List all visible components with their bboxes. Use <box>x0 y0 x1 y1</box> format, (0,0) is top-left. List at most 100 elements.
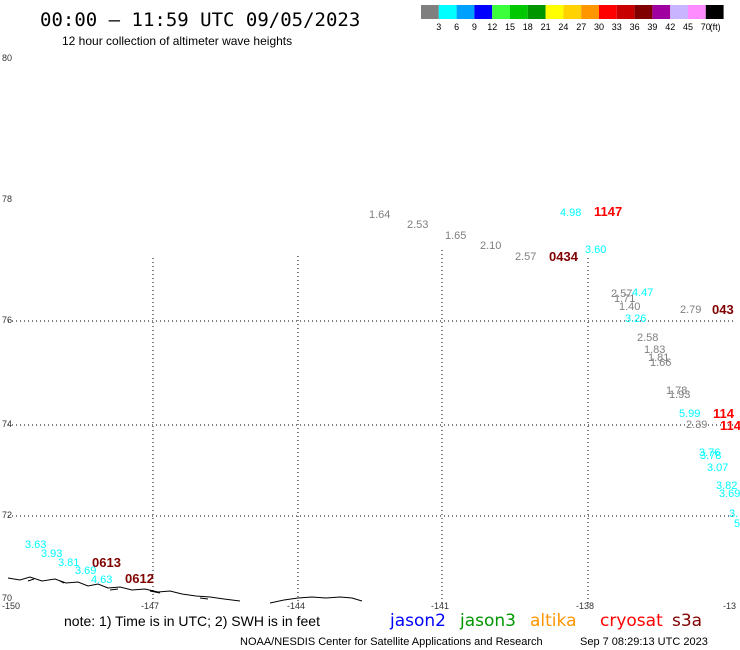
legend-swatch <box>563 5 582 19</box>
legend-tick-label: 70 <box>701 22 711 32</box>
obs-value: 1.66 <box>650 357 671 369</box>
legend-swatch <box>705 5 724 19</box>
units-note: note: 1) Time is in UTC; 2) SWH is in fe… <box>64 613 320 629</box>
color-scale-legend: 3 6 9 12 15 18 21 24 27 30 33 36 39 42 45 70(ft) <box>421 5 724 32</box>
obs-value: 2.79 <box>680 304 701 316</box>
obs-value: 1.71 <box>614 293 635 305</box>
obs-value: 1.64 <box>369 209 390 221</box>
footer-timestamp: Sep 7 08:29:13 UTC 2023 <box>580 636 708 648</box>
legend-swatch <box>527 5 546 19</box>
obs-value: 3.78 <box>700 450 721 462</box>
obs-value: 3.07 <box>707 462 728 474</box>
obs-value: 2.57 <box>611 288 632 300</box>
obs-value: 4.98 <box>560 207 581 219</box>
lat-label-76: 76 <box>2 315 12 325</box>
obs-value: 3.60 <box>585 244 606 256</box>
legend-swatch <box>652 5 671 19</box>
lat-label-80: 80 <box>2 53 12 63</box>
obs-value: 1.81 <box>648 352 669 364</box>
legend-swatch <box>581 5 599 19</box>
legend-tick-label: 9 <box>472 22 477 32</box>
pass-time-labels: 1147 0434 043 114 114 0613 0612 <box>92 204 740 586</box>
legend-swatch <box>616 5 635 19</box>
obs-value: 3.69 <box>719 488 740 500</box>
legend-tick-label: 3 <box>436 22 441 32</box>
legend-swatch <box>510 5 528 19</box>
coastline-islands <box>27 578 209 600</box>
satellite-altika: altika <box>530 611 577 631</box>
footer-agency: NOAA/NESDIS Center for Satellite Applica… <box>240 636 543 648</box>
lat-label-78: 78 <box>2 194 12 204</box>
legend-swatch <box>456 5 475 19</box>
obs-value: 3.63 <box>25 539 46 551</box>
legend-swatch <box>688 5 706 19</box>
legend-tick-label: 30 <box>594 22 604 32</box>
pass-time-label: 114 <box>720 418 740 433</box>
lat-label-72: 72 <box>2 510 12 520</box>
legend-tick-label: 39 <box>647 22 657 32</box>
legend-swatch <box>492 5 510 19</box>
legend-tick-label: 42 <box>665 22 675 32</box>
lat-label-70: 70 <box>2 593 12 603</box>
lon-label-135: -13 <box>723 601 736 611</box>
coastline-west <box>7 576 241 602</box>
obs-value: 1.93 <box>669 389 690 401</box>
map-frame <box>7 57 736 605</box>
obs-value: 2.53 <box>407 219 428 231</box>
obs-value: 5 <box>734 518 740 530</box>
obs-value: 4.63 <box>91 574 112 586</box>
obs-value: 2.57 <box>515 251 536 263</box>
satellite-cryosat: cryosat <box>600 611 663 631</box>
obs-value: 2.58 <box>637 332 658 344</box>
pass-time-label: 0612 <box>125 571 154 586</box>
map-subtitle: 12 hour collection of altimeter wave hei… <box>62 34 292 48</box>
obs-value: 1.65 <box>445 230 466 242</box>
obs-value: 3.76 <box>699 447 720 459</box>
legend-tick-label: 27 <box>576 22 586 32</box>
legend-swatch <box>474 5 493 19</box>
obs-value: 2.10 <box>480 240 501 252</box>
lon-label-150: -150 <box>2 601 20 611</box>
legend-tick-label: 24 <box>558 22 568 32</box>
legend-swatch <box>545 5 564 19</box>
obs-value: 3. <box>729 508 738 520</box>
pass-time-label: 0434 <box>549 249 579 264</box>
obs-value: 2.39 <box>686 419 707 431</box>
legend-swatch <box>634 5 653 19</box>
obs-value: 1.78 <box>666 385 687 397</box>
obs-value: 5.99 <box>679 408 700 420</box>
obs-value: 1.40 <box>619 301 640 313</box>
pass-time-label: 1147 <box>594 204 622 219</box>
legend-tick-label: 36 <box>630 22 640 32</box>
legend-tick-label: 33 <box>612 22 622 32</box>
obs-value: 4.47 <box>632 287 653 299</box>
lat-label-74: 74 <box>2 419 12 429</box>
legend-tick-label: 18 <box>523 22 533 32</box>
obs-value: 3.26 <box>625 313 646 325</box>
pass-time-label: 114 <box>713 406 735 421</box>
legend-tick-label: 45 <box>683 22 693 32</box>
legend-tick-label: 6 <box>454 22 459 32</box>
coastline-east <box>269 596 363 604</box>
legend-tick-label: 15 <box>505 22 515 32</box>
lon-label-147: -147 <box>141 601 159 611</box>
obs-value: 3.82 <box>716 480 737 492</box>
satellite-jason2: jason2 <box>389 611 446 631</box>
legend-swatch <box>421 5 439 19</box>
legend-tick-label: 21 <box>541 22 551 32</box>
legend-swatch <box>599 5 617 19</box>
legend-tick-label: 12 <box>487 22 497 32</box>
pass-time-label: 043 <box>712 302 734 317</box>
pass-time-label: 0613 <box>92 555 121 570</box>
legend-swatch <box>670 5 688 19</box>
graticule <box>8 250 735 604</box>
obs-value: 3.81 <box>58 557 79 569</box>
lon-label-138: -138 <box>576 601 594 611</box>
obs-value: 3.69 <box>75 565 96 577</box>
satellite-s3a: s3a <box>672 611 702 631</box>
obs-value: 3.93 <box>41 548 62 560</box>
map-title: 00:00 – 11:59 UTC 09/05/2023 <box>40 9 360 31</box>
lon-label-144: -144 <box>287 601 305 611</box>
satellite-jason3: jason3 <box>459 611 516 631</box>
